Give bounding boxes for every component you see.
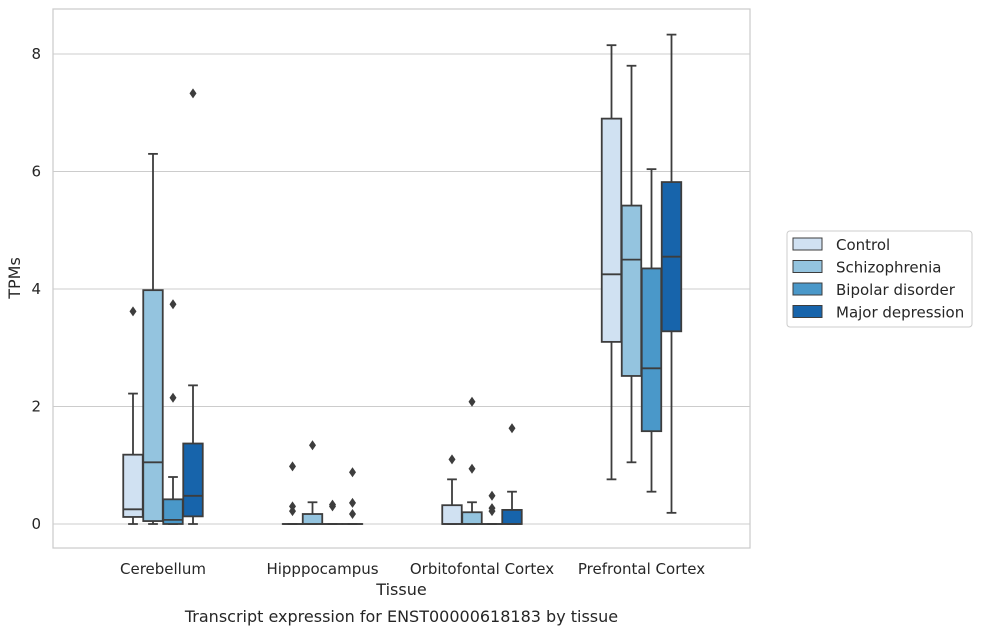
box-schizophrenia <box>142 152 164 525</box>
outlier-point <box>508 423 516 434</box>
plot-area-frame <box>52 8 751 549</box>
outlier-point <box>129 306 137 317</box>
legend-label: Control <box>836 236 890 254</box>
box-body <box>501 508 523 525</box>
legend-frame <box>786 230 973 328</box>
outlier-point <box>488 490 496 501</box>
box-bipolar-disorder <box>481 490 503 525</box>
y-tick-label: 2 <box>31 398 41 416</box>
outlier-point <box>349 467 356 478</box>
outlier-point <box>468 396 476 407</box>
box-body <box>122 453 144 518</box>
y-axis-label: TPMs <box>5 257 24 300</box>
x-tick-label: Orbitofontal Cortex <box>410 560 554 578</box>
y-tick-label: 4 <box>31 280 41 298</box>
box-body <box>461 511 483 525</box>
outlier-point <box>189 88 197 99</box>
box-control <box>600 44 623 481</box>
box-major-depression <box>660 33 683 514</box>
boxes <box>122 33 683 525</box>
outlier-point <box>169 392 177 403</box>
box-bipolar-disorder <box>162 299 184 525</box>
legend-swatch <box>792 282 823 296</box>
box-schizophrenia <box>620 64 643 464</box>
legend: Control Schizophrenia Bipolar disorder Majo… <box>786 230 973 328</box>
outlier-point <box>289 461 296 472</box>
y-tick-label: 8 <box>31 45 41 63</box>
x-tick-label: Prefrontal Cortex <box>578 560 705 578</box>
outlier-point <box>289 506 296 517</box>
box-body <box>301 513 324 525</box>
box-control <box>281 461 304 525</box>
box-bipolar-disorder <box>640 168 663 493</box>
legend-items: Control Schizophrenia Bipolar disorder Majo… <box>792 236 964 322</box>
box-control <box>122 306 144 525</box>
gridlines <box>53 53 750 525</box>
box-schizophrenia <box>301 440 324 525</box>
box-schizophrenia <box>461 396 483 525</box>
legend-label: Schizophrenia <box>836 259 941 277</box>
box-body <box>600 117 623 343</box>
box-bipolar-disorder <box>321 499 344 525</box>
box-body <box>142 289 164 522</box>
outlier-point <box>329 501 336 512</box>
outlier-point <box>448 454 456 465</box>
outlier-point <box>488 506 496 517</box>
box-major-depression <box>182 88 204 525</box>
outlier-point <box>169 299 177 310</box>
box-major-depression <box>501 423 523 525</box>
outlier-point <box>468 463 476 474</box>
legend-label: Bipolar disorder <box>836 281 956 299</box>
x-axis-label: Tissue <box>375 580 426 599</box>
box-body <box>182 442 204 518</box>
legend-swatch <box>792 305 823 318</box>
box-body <box>640 267 663 433</box>
box-body <box>441 504 463 525</box>
x-tick-labels: Cerebellum Hipppocampus Orbitofontal Corte… <box>120 560 705 578</box>
legend-label: Major depression <box>836 304 964 322</box>
outlier-point <box>309 440 316 451</box>
box-major-depression <box>341 467 364 525</box>
legend-swatch <box>792 237 823 251</box>
x-tick-label: Cerebellum <box>120 560 206 578</box>
outlier-point <box>349 509 356 520</box>
box-body <box>620 204 643 377</box>
x-tick-label: Hipppocampus <box>266 560 378 578</box>
y-tick-labels: 0 2 4 6 8 <box>31 45 41 533</box>
y-tick-label: 0 <box>31 515 41 533</box>
legend-swatch <box>792 260 823 273</box>
outlier-point <box>349 497 356 508</box>
chart-caption: Transcript expression for ENST0000061818… <box>184 607 618 626</box>
y-tick-label: 6 <box>31 163 41 181</box>
box-control <box>441 454 463 525</box>
